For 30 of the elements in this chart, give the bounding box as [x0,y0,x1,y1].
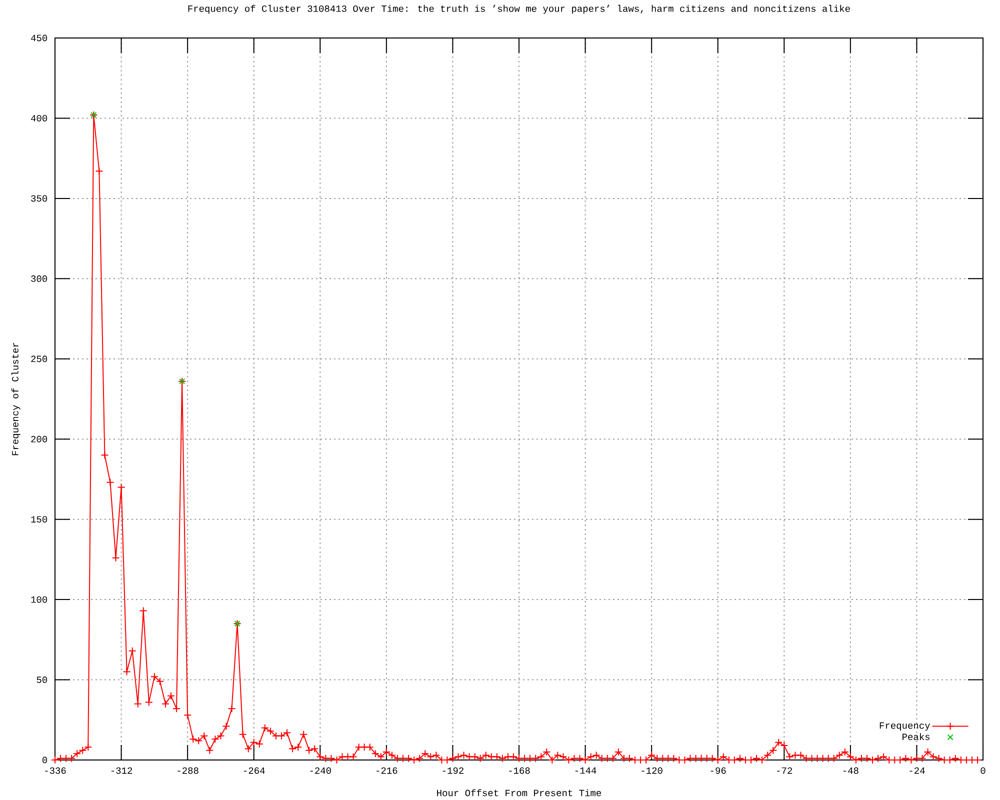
y-tick-label: 400 [31,114,48,122]
x-axis-title: Hour Offset From Present Time [437,789,602,796]
y-tick-label: 50 [36,676,48,683]
chart-title: Frequency of Cluster 3108413 Over Time: the truth is ’show me your papers’ laws, harm citizens and noncitizens alike [188,4,850,14]
y-axis-title: Frequency of Cluster [11,342,20,456]
x-tick-label: 0 [980,767,986,774]
x-tick-label: -48 [843,767,858,774]
x-tick-label: -24 [910,767,925,774]
y-tick-label: 100 [31,596,48,603]
y-tick-label: 0 [42,756,48,764]
x-tick-label: -120 [642,767,662,774]
y-tick-label: 300 [31,275,48,282]
y-tick-label: 250 [31,356,48,362]
x-tick-label: -144 [575,767,596,774]
x-tick-label: -336 [45,767,66,774]
legend-label: Frequency [880,722,930,731]
y-tick-label: 200 [31,436,48,442]
legend-label: Peaks [902,733,930,740]
y-tick-label: 150 [31,516,48,523]
x-tick-label: -96 [710,767,726,774]
x-tick-label: -168 [509,767,530,774]
x-tick-label: -192 [442,767,464,774]
x-tick-label: -312 [111,767,132,774]
x-tick-label: -288 [178,767,198,774]
x-tick-label: -240 [310,767,331,774]
x-tick-label: -72 [777,767,792,774]
x-tick-label: -216 [376,767,398,774]
x-tick-label: -264 [244,767,265,774]
y-tick-label: 450 [31,34,48,42]
y-tick-label: 350 [31,195,48,202]
